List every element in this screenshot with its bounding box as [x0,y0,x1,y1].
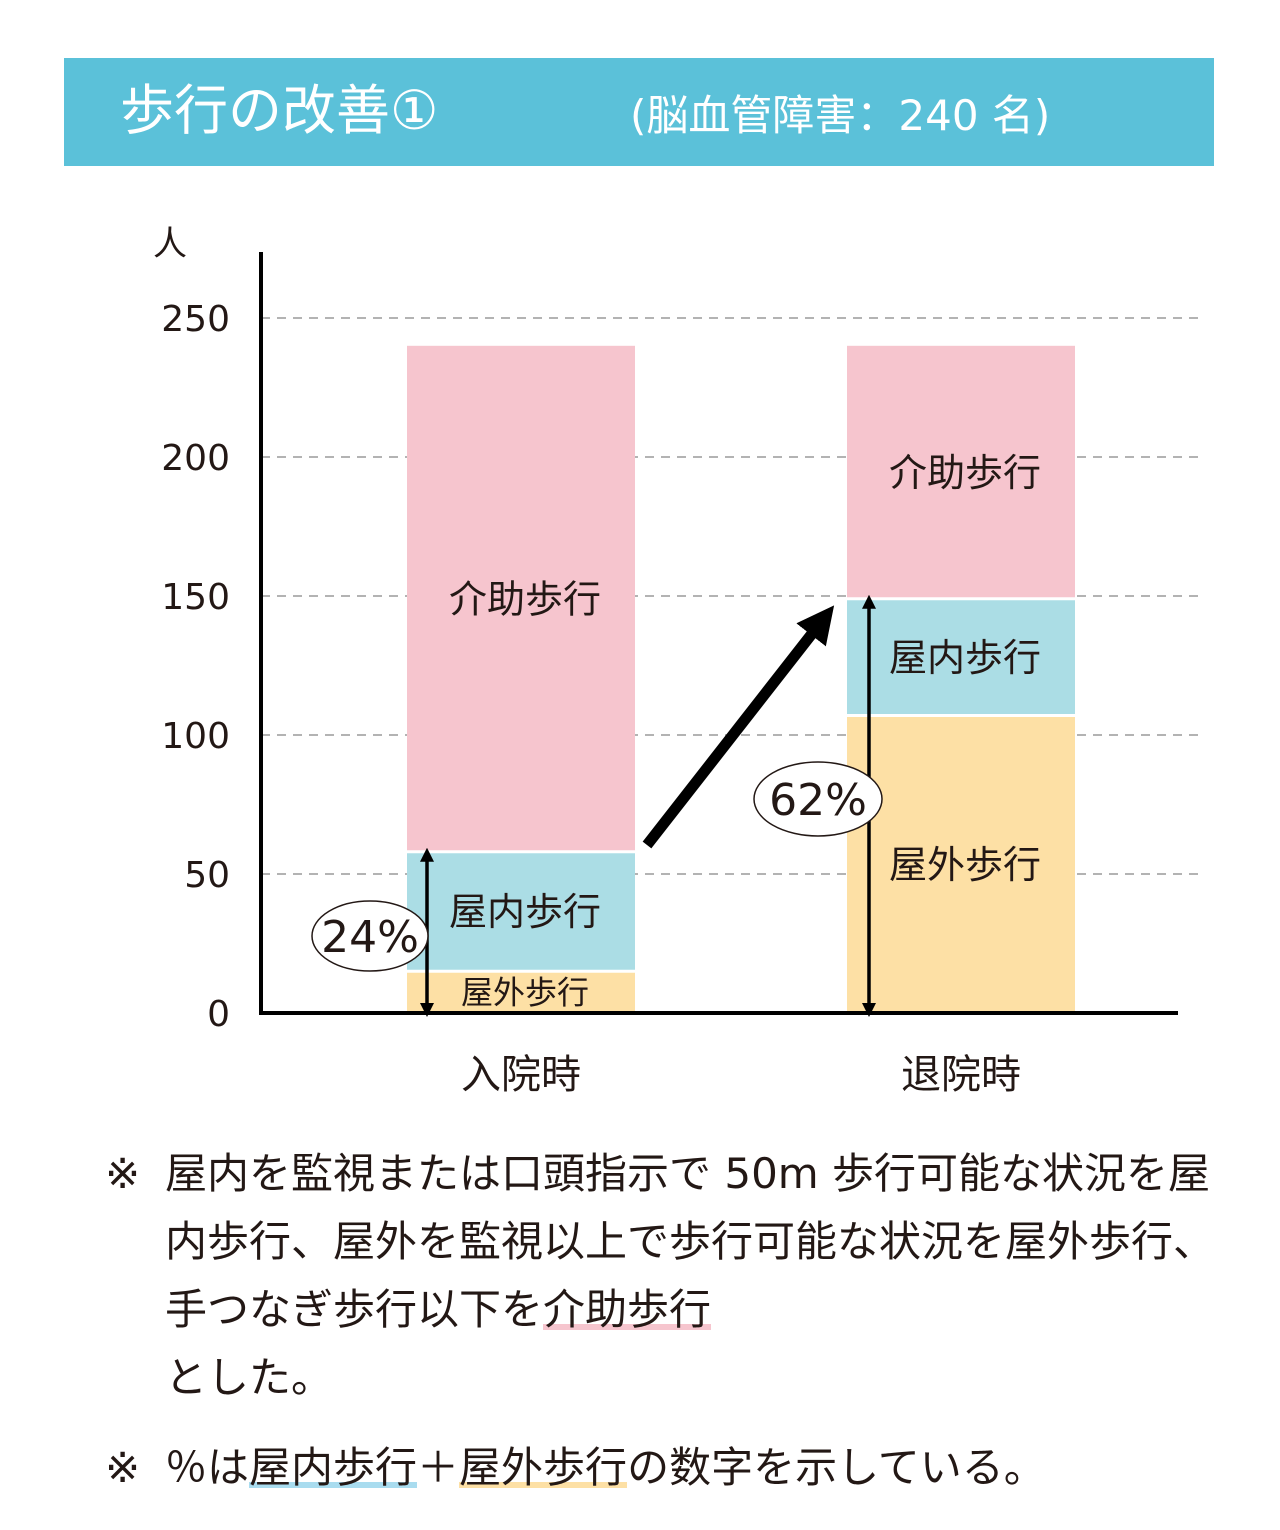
bar-segment [847,598,1075,716]
bar-segment [407,851,635,972]
bar-segment [847,715,1075,1013]
segment-label: 屋外歩行 [461,974,589,1012]
y-tick-label: 100 [161,716,230,757]
segment-label: 介助歩行 [449,577,601,621]
segment-label: 屋内歩行 [449,890,601,934]
indoor-walk-highlight: 屋内歩行 [249,1443,418,1492]
y-tick-label: 50 [184,855,230,896]
percent-label: 24% [321,912,419,963]
footnote-percent-text: ％は屋内歩行＋屋外歩行の数字を示している。 [165,1434,1215,1502]
y-axis-label: 人 [153,224,187,264]
y-tick-label: 250 [161,299,230,340]
y-tick-label: 0 [207,994,230,1035]
assisted-walk-highlight: 介助歩行 [543,1285,712,1334]
title-banner: 歩行の改善① (脳血管障害：240 名) [64,58,1214,166]
bar-segment [847,345,1075,599]
percent-label: 62% [769,775,867,826]
trend-arrow [642,605,835,849]
percent-text: ％は [165,1443,250,1492]
bar-segment [407,345,635,852]
definition-end: とした。 [165,1353,334,1402]
bar-segment [407,971,635,1013]
definition-text: 屋内を監視または口頭指示で 50m 歩行可能な状況を屋内歩行、屋外を監視以上で歩… [165,1149,1216,1334]
footnotes: ※ 屋内を監視または口頭指示で 50m 歩行可能な状況を屋内歩行、屋外を監視以上… [105,1140,1215,1502]
plus-sign: ＋ [417,1443,460,1492]
segment-label: 屋内歩行 [889,636,1041,680]
percent-callout [311,900,429,972]
outdoor-walk-highlight: 屋外歩行 [459,1443,628,1492]
reference-mark: ※ [105,1443,141,1492]
reference-mark: ※ [105,1149,141,1198]
page-title: 歩行の改善① [120,79,439,142]
percent-text-end: の数字を示している。 [627,1443,1046,1492]
footnote-percent: ※ ％は屋内歩行＋屋外歩行の数字を示している。 [105,1434,1215,1502]
footnote-definition: ※ 屋内を監視または口頭指示で 50m 歩行可能な状況を屋内歩行、屋外を監視以上… [105,1140,1215,1412]
x-tick-label: 入院時 [461,1052,581,1098]
y-tick-label: 200 [161,438,230,479]
percent-callout [753,761,883,837]
segment-label: 屋外歩行 [889,843,1041,887]
segment-label: 介助歩行 [889,451,1041,495]
y-tick-label: 150 [161,577,230,618]
footnote-definition-text: 屋内を監視または口頭指示で 50m 歩行可能な状況を屋内歩行、屋外を監視以上で歩… [165,1140,1215,1412]
x-tick-label: 退院時 [901,1052,1021,1098]
page-subtitle: (脳血管障害：240 名) [630,91,1051,140]
stacked-bar-chart: 050100150200250屋外歩行屋内歩行介助歩行入院時屋外歩行屋内歩行介助… [153,224,1205,1098]
